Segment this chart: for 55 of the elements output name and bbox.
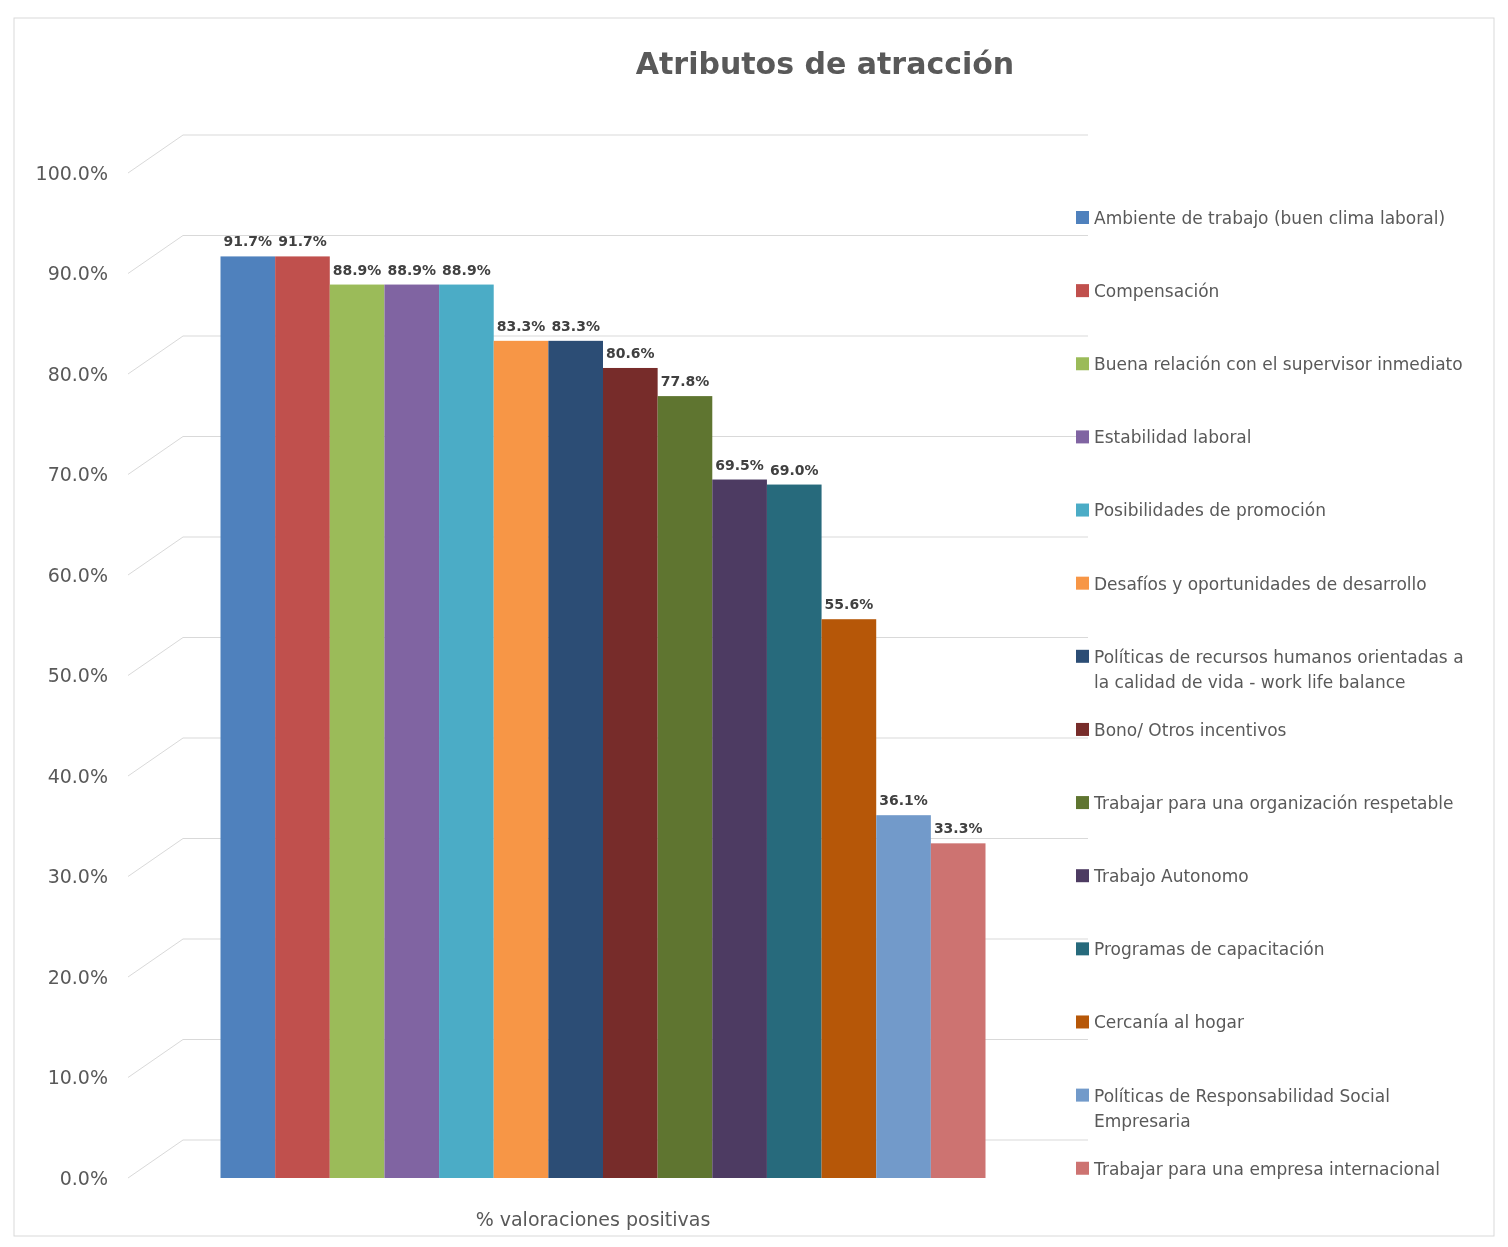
y-tick-label: 40.0% — [47, 764, 108, 787]
legend-label: Desafíos y oportunidades de desarrollo — [1094, 573, 1427, 594]
data-label: 91.7% — [278, 233, 327, 250]
chart-title: Atributos de atracción — [635, 46, 1015, 81]
data-label: 88.9% — [332, 261, 382, 278]
bar — [657, 396, 713, 1178]
legend-label: Trabajar para una empresa internacional — [1093, 1158, 1440, 1179]
legend-label: Estabilidad laboral — [1094, 427, 1252, 448]
bar — [930, 843, 986, 1178]
y-tick-label: 20.0% — [47, 965, 108, 988]
bar — [329, 284, 385, 1178]
legend-label: Trabajar para una organización respetable — [1093, 793, 1454, 814]
bar — [712, 479, 767, 1178]
data-label: 83.3% — [496, 317, 546, 334]
bar — [548, 340, 603, 1178]
legend-label: Bono/ Otros incentivos — [1094, 719, 1287, 740]
bar — [766, 484, 822, 1178]
data-label: 91.7% — [223, 233, 273, 250]
legend-label: Programas de capacitación — [1094, 939, 1325, 960]
bar — [821, 619, 877, 1178]
x-tick-label: % valoraciones positivas — [475, 1208, 711, 1230]
bar — [603, 367, 658, 1178]
bar — [384, 284, 440, 1178]
bar — [493, 340, 549, 1178]
data-label: 80.6% — [606, 344, 655, 361]
legend-label: Trabajo Autonomo — [1093, 866, 1249, 887]
data-label: 36.1% — [879, 792, 928, 809]
data-label: 88.9% — [442, 261, 491, 278]
y-tick-label: 30.0% — [47, 865, 108, 888]
y-tick-label: 50.0% — [47, 664, 108, 687]
y-tick-label: 10.0% — [47, 1066, 108, 1089]
data-label: 69.5% — [715, 456, 764, 473]
legend-label: Buena relación con el supervisor inmediato — [1094, 354, 1463, 375]
legend-label: Ambiente de trabajo (buen clima laboral) — [1094, 207, 1446, 228]
bar — [220, 256, 276, 1178]
data-label: 55.6% — [824, 596, 874, 613]
bar — [275, 256, 330, 1178]
legend-label: Políticas de Responsabilidad Social Empresaria — [1094, 1085, 1390, 1132]
y-tick-label: 80.0% — [47, 362, 108, 385]
data-label: 88.9% — [387, 261, 437, 278]
legend-label: Políticas de recursos humanos orientadas a la calidad de vida - work life balance — [1094, 646, 1464, 693]
y-tick-label: 0.0% — [59, 1166, 108, 1189]
bar — [876, 815, 931, 1178]
y-tick-label: 100.0% — [35, 161, 108, 184]
data-label: 83.3% — [551, 317, 600, 334]
y-tick-label: 90.0% — [47, 262, 108, 285]
y-tick-label: 60.0% — [47, 563, 108, 586]
y-tick-label: 70.0% — [47, 463, 108, 486]
data-label: 33.3% — [933, 820, 983, 837]
data-label: 77.8% — [660, 373, 710, 390]
bar — [439, 284, 494, 1178]
legend-label: Compensación — [1094, 281, 1220, 302]
legend-label: Posibilidades de promoción — [1094, 500, 1326, 521]
legend-label: Cercanía al hogar — [1094, 1012, 1244, 1033]
data-label: 69.0% — [769, 461, 819, 478]
